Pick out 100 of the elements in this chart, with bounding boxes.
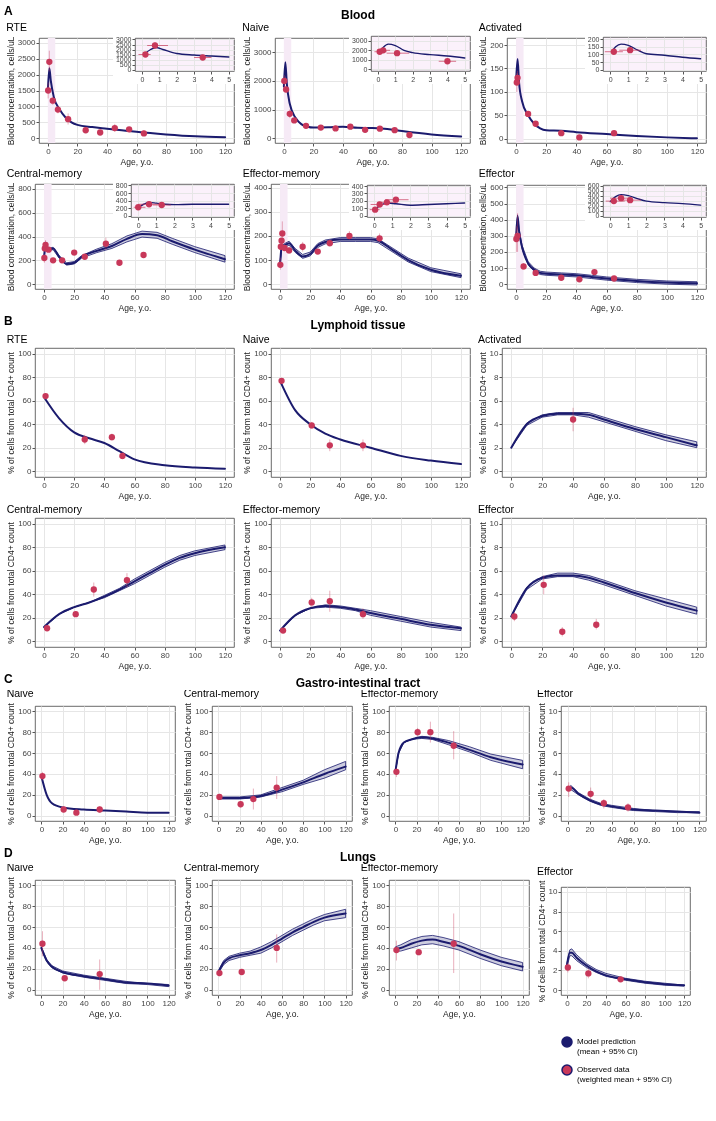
y-axis-title: % of cells from total CD4+ count (183, 702, 194, 825)
x-tick-label: 100 (660, 146, 675, 156)
chart-title: Naive (6, 687, 34, 700)
y-tick-label: 200 (490, 40, 505, 50)
text: B (4, 314, 13, 328)
y-tick-label: 80 (199, 727, 210, 737)
chart-title: Effector (537, 687, 574, 700)
y-tick-label: 0 (381, 985, 387, 995)
y-tick-label: 80 (22, 901, 33, 911)
point (427, 728, 434, 736)
x-tick-label: 80 (651, 824, 661, 834)
x-tick-label: 120 (162, 824, 177, 834)
x-tick-label: 80 (396, 292, 407, 302)
x-tick-label: 20 (235, 998, 246, 1008)
text: Blood (341, 8, 375, 22)
y-tick-label: 1500 (17, 86, 37, 95)
text: D (4, 846, 13, 860)
x-tick-label: 40 (103, 146, 113, 156)
x-tick-label: 60 (101, 998, 111, 1008)
text: C (4, 672, 13, 686)
x-axis-title: Age, y.o. (266, 1008, 299, 1019)
x-tick-label: 20 (306, 650, 316, 660)
y-tick-label: 100 (490, 87, 505, 97)
point (332, 125, 339, 132)
point (361, 126, 369, 133)
x-tick-label: 120 (690, 146, 705, 156)
point (540, 581, 547, 588)
x-tick-label: 80 (299, 998, 309, 1008)
y-tick-label: 6 (553, 926, 559, 936)
x-axis-title: Age, y.o. (266, 834, 299, 845)
x-tick-label: 120 (693, 824, 708, 834)
y-tick-label: 80 (199, 901, 210, 911)
line-series (282, 61, 463, 138)
x-tick-label: 80 (396, 480, 407, 490)
y-tick-label: 500 (490, 199, 505, 209)
point (273, 944, 280, 952)
chart-title: RTE (6, 20, 28, 33)
point (273, 784, 280, 791)
x-tick-label: 20 (306, 480, 316, 490)
chart-title: Effector-memory (242, 166, 321, 179)
x-tick-label: 100 (424, 480, 439, 490)
x-tick-label: 20 (70, 292, 80, 302)
y-tick-label: 80 (22, 542, 33, 552)
y-tick-label: 60 (376, 922, 387, 932)
y-axis-title: % of cells from total CD4+ count (6, 876, 17, 999)
x-tick-label: 120 (454, 292, 469, 302)
x-tick-label: 0 (42, 292, 48, 302)
point (46, 58, 53, 66)
y-tick-label: 100 (254, 519, 269, 529)
x-axis-title: Age, y.o. (609, 1008, 643, 1019)
y-tick-label: 10 (548, 887, 559, 897)
chart-title: Naive (242, 20, 270, 33)
x-tick-label: 80 (398, 146, 408, 156)
y-tick-label: 60 (258, 566, 269, 576)
point (450, 742, 457, 749)
x-tick-label: 40 (433, 824, 444, 834)
point (278, 237, 285, 244)
y-tick-label: 400 (254, 183, 269, 193)
x-tick-label: 0 (509, 650, 515, 660)
y-tick-label: 40 (199, 769, 210, 779)
point (279, 627, 287, 634)
x-tick-label: 20 (412, 824, 423, 834)
y-tick-label: 200 (490, 247, 505, 257)
x-axis-title: Age, y.o. (89, 1008, 122, 1019)
x-tick-label: 60 (602, 146, 612, 156)
y-tick-label: 100 (18, 880, 33, 890)
x-tick-label: 0 (393, 998, 399, 1008)
x-tick-label: 60 (629, 824, 639, 834)
y-tick-label: 0 (553, 811, 559, 821)
x-tick-label: 100 (318, 824, 333, 834)
point (291, 117, 298, 124)
x-tick-label: 120 (162, 998, 177, 1008)
point (279, 230, 286, 237)
point (45, 246, 52, 253)
y-tick-label: 0 (494, 466, 500, 476)
x-tick-label: 120 (454, 480, 469, 490)
y-tick-label: 20 (199, 964, 210, 974)
point (60, 806, 67, 813)
y-axis-title: Blood concentration, cells/uL (6, 182, 17, 292)
y-tick-label: 60 (376, 748, 387, 758)
point (558, 274, 565, 281)
y-axis-title: Blood concentration, cells/uL (478, 182, 489, 292)
text: Gastro-intestinal tract (295, 676, 421, 690)
y-tick-label: 20 (258, 443, 269, 453)
y-axis-title: % of cells from total CD4+ count (477, 351, 488, 474)
y-tick-label: 60 (258, 396, 269, 406)
legend-label: Model prediction (mean + 95% CI) (577, 1037, 639, 1056)
y-tick-label: 100 (490, 263, 505, 273)
x-tick-label: 20 (70, 650, 80, 660)
x-axis-title: Age, y.o. (118, 490, 152, 501)
x-tick-label: 80 (476, 998, 486, 1008)
y-tick-label: 60 (22, 748, 33, 758)
y-tick-label: 0 (499, 134, 505, 144)
x-tick-label: 40 (336, 650, 346, 660)
point (587, 790, 594, 797)
y-tick-label: 40 (258, 419, 269, 429)
x-tick-label: 40 (100, 480, 110, 490)
x-tick-label: 80 (160, 650, 171, 660)
x-tick-label: 60 (278, 824, 288, 834)
x-tick-label: 0 (393, 824, 399, 834)
